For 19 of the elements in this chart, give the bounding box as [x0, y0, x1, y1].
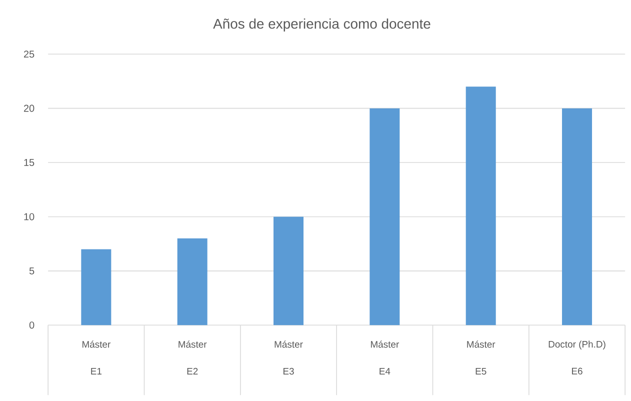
y-tick-label: 25: [24, 50, 34, 58]
chart-title: Años de experiencia como docente: [213, 18, 430, 32]
bar: [81, 249, 112, 326]
category-label: Máster E3: [274, 340, 303, 375]
category-label: Doctor (Ph.D) E6: [548, 340, 606, 374]
bar: [177, 238, 208, 326]
category-label: Máster E5: [467, 340, 496, 375]
category-label: Máster E1: [82, 340, 110, 375]
y-tick-label: 20: [24, 104, 34, 112]
bar: [466, 86, 496, 326]
bar: [370, 108, 400, 326]
category-label: Máster E2: [178, 340, 207, 375]
bar: [274, 216, 304, 326]
bar: [562, 108, 592, 326]
y-tick-label: 10: [24, 213, 34, 220]
category-label: Máster E4: [370, 340, 399, 375]
y-tick-label: 5: [29, 267, 34, 274]
y-tick-label: 0: [29, 322, 34, 329]
y-tick-label: 15: [24, 159, 34, 166]
